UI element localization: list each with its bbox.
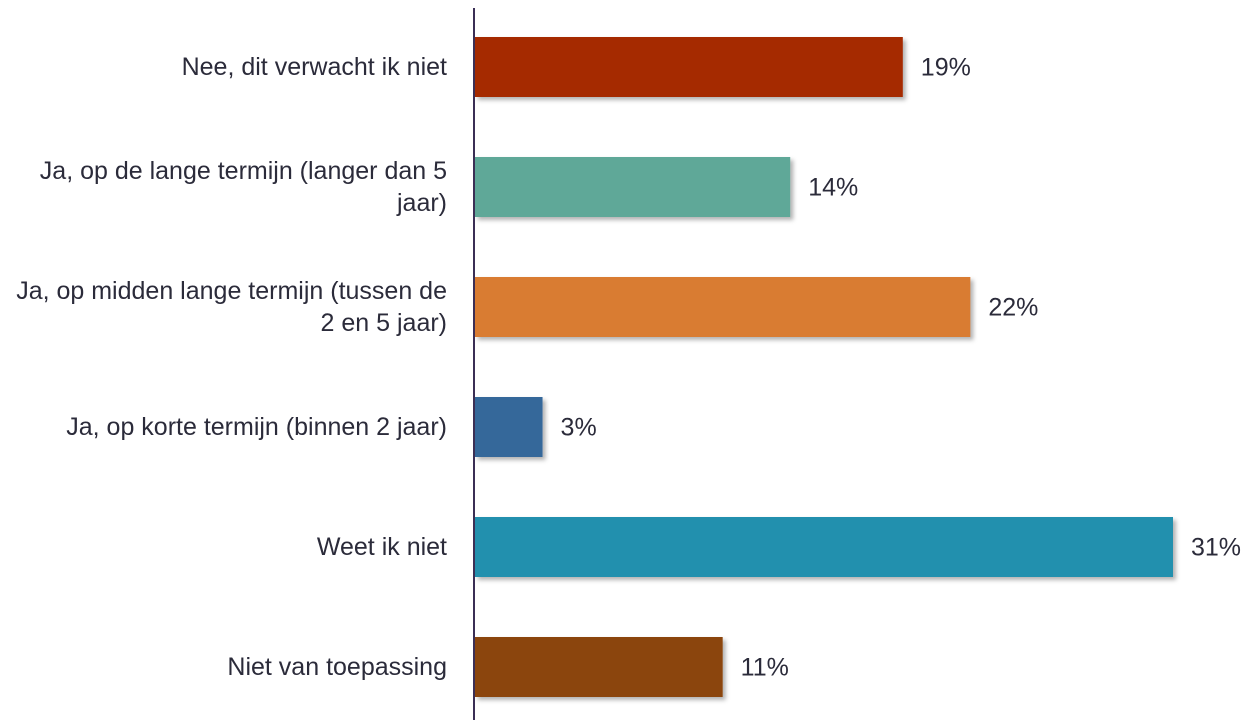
value-label: 11% [741, 654, 789, 682]
bar [475, 397, 543, 457]
value-label: 3% [561, 414, 597, 442]
category-label: Ja, op korte termijn (binnen 2 jaar) [66, 413, 447, 441]
bar [475, 637, 723, 697]
category-label: Ja, op de lange termijn (langer dan 5 ja… [39, 157, 447, 217]
bar [475, 277, 971, 337]
category-label: Ja, op midden lange termijn (tussen de 2… [16, 277, 447, 337]
bar [475, 157, 791, 217]
value-label: 31% [1191, 534, 1241, 562]
value-label: 14% [808, 174, 858, 202]
category-label: Niet van toepassing [227, 653, 447, 681]
category-label: Nee, dit verwacht ik niet [181, 53, 447, 81]
bar [475, 517, 1173, 577]
bar [475, 37, 903, 97]
value-label: 22% [988, 294, 1038, 322]
value-label: 19% [921, 54, 971, 82]
category-label: Weet ik niet [316, 533, 447, 561]
